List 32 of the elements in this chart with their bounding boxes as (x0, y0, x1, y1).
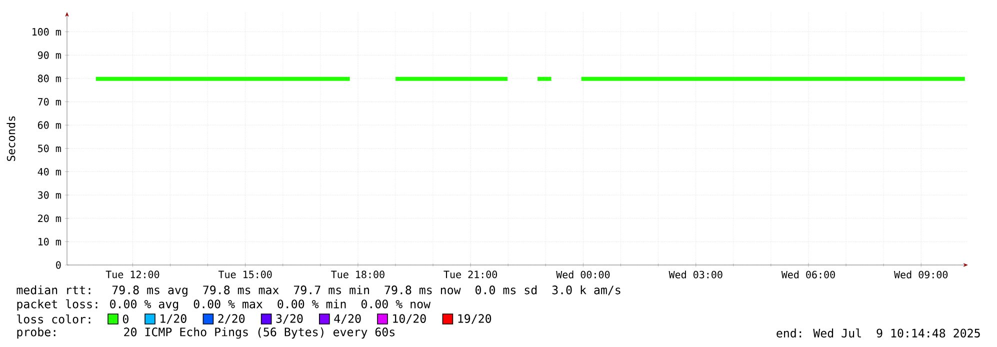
x-tick-label: Wed 00:00 (556, 270, 610, 278)
x-tick-label: Wed 03:00 (668, 270, 722, 278)
x-tick-label: Tue 18:00 (331, 270, 384, 278)
legend-label: 2/20 (218, 314, 245, 324)
y-tick-label: 30 m (38, 191, 61, 199)
y-tick-label: 90 m (38, 51, 61, 59)
legend-label: 19/20 (458, 314, 492, 324)
text: packet loss: 0.00 % avg 0.00 % max 0.00 % min 0.00 % now (17, 299, 431, 311)
y-axis-title: Seconds (6, 116, 16, 161)
x-tick-label: Tue 12:00 (106, 270, 160, 278)
text: end: Wed Jul 9 10:14:48 2025 (776, 328, 980, 338)
legend-label: 4/20 (334, 314, 361, 324)
y-tick-label: 80 m (38, 74, 61, 82)
legend-label: 10/20 (393, 314, 426, 324)
y-tick-label: 60 m (38, 121, 61, 129)
x-tick-label: Wed 09:00 (894, 270, 948, 278)
text: probe: 20 ICMP Echo Pings (56 Bytes) every 60s (17, 327, 394, 339)
x-tick-label: Tue 21:00 (444, 270, 498, 278)
legend-title: loss color: (17, 314, 90, 324)
y-tick-label: 50 m (38, 144, 61, 152)
text: median rtt: 79.8 ms avg 79.8 ms max 79.7 ms min 79.8 ms now 0.0 ms sd 3.0 k am/s (16, 285, 620, 297)
x-tick-label: Wed 06:00 (781, 270, 835, 278)
y-tick-label: 100 m (32, 28, 61, 36)
y-tick-label: 40 m (38, 168, 61, 176)
y-tick-label: 70 m (38, 98, 61, 106)
legend-label: 0 (122, 314, 128, 324)
x-tick-label: Tue 15:00 (218, 270, 272, 278)
legend-label: 1/20 (160, 314, 186, 324)
y-tick-label: 20 m (38, 214, 61, 222)
legend-label: 3/20 (276, 314, 303, 324)
y-tick-label: 10 m (38, 238, 61, 246)
y-tick-label: 0 (56, 261, 61, 269)
